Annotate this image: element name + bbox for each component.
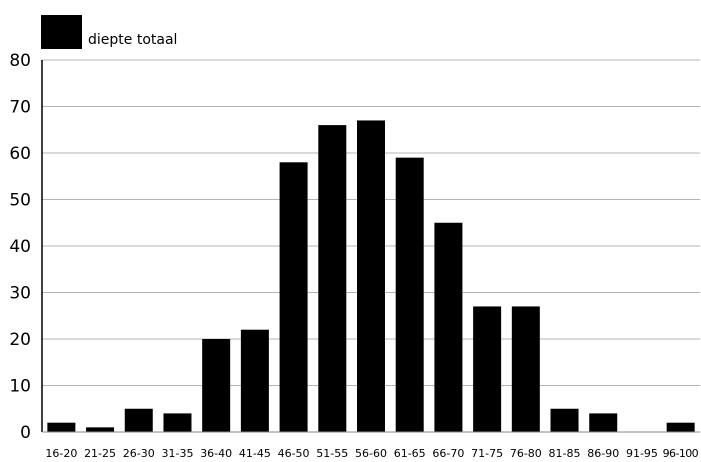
bar-16-20 (47, 422, 76, 432)
bar-76-80 (511, 306, 540, 432)
y-tick-labels: 0 10 20 30 40 50 60 70 80 (9, 51, 31, 443)
y-tick-label: 50 (9, 191, 31, 211)
x-tick-label: 51-55 (316, 447, 348, 460)
legend-swatch (41, 15, 82, 49)
x-tick-label: 36-40 (200, 447, 232, 460)
x-tick-label: 86-90 (587, 447, 619, 460)
y-tick-label: 40 (9, 237, 31, 257)
y-tick-label: 70 (9, 98, 31, 118)
x-tick-labels: 16-20 21-25 26-30 31-35 36-40 41-45 46-50 51-55… (45, 447, 698, 460)
y-tick-label: 20 (9, 330, 31, 350)
x-tick-label: 56-60 (355, 447, 387, 460)
axes (41, 60, 700, 433)
x-tick-label: 41-45 (239, 447, 271, 460)
bar-81-85 (550, 408, 579, 432)
x-tick-label: 26-30 (123, 447, 155, 460)
bar-86-90 (589, 413, 618, 432)
legend: diepte totaal (41, 15, 177, 49)
x-tick-label: 16-20 (45, 447, 77, 460)
bars (47, 120, 695, 433)
bar-41-45 (240, 329, 269, 432)
x-tick-label: 91-95 (626, 447, 658, 460)
y-tick-label: 80 (9, 51, 31, 71)
y-tick-label: 30 (9, 284, 31, 304)
legend-label: diepte totaal (88, 32, 177, 48)
y-tick-label: 0 (20, 423, 31, 443)
bar-51-55 (318, 125, 347, 432)
bar-61-65 (395, 157, 424, 432)
x-tick-label: 76-80 (510, 447, 542, 460)
bar-31-35 (163, 413, 192, 432)
bar-26-30 (124, 408, 153, 432)
x-tick-label: 66-70 (432, 447, 464, 460)
bar-56-60 (357, 120, 385, 432)
bar-36-40 (202, 339, 231, 432)
x-tick-label: 21-25 (84, 447, 116, 460)
bar-46-50 (279, 162, 308, 433)
bar-66-70 (434, 222, 463, 432)
bar-21-25 (86, 427, 115, 432)
x-tick-label: 96-100 (663, 447, 699, 460)
y-tick-label: 10 (9, 377, 31, 397)
x-tick-label: 71-75 (471, 447, 503, 460)
x-tick-label: 31-35 (161, 447, 193, 460)
y-tick-label: 60 (9, 144, 31, 164)
x-tick-label: 61-65 (394, 447, 426, 460)
bar-96-100 (666, 422, 695, 432)
x-tick-label: 81-85 (549, 447, 581, 460)
bar-71-75 (473, 306, 502, 432)
x-tick-label: 46-50 (278, 447, 310, 460)
